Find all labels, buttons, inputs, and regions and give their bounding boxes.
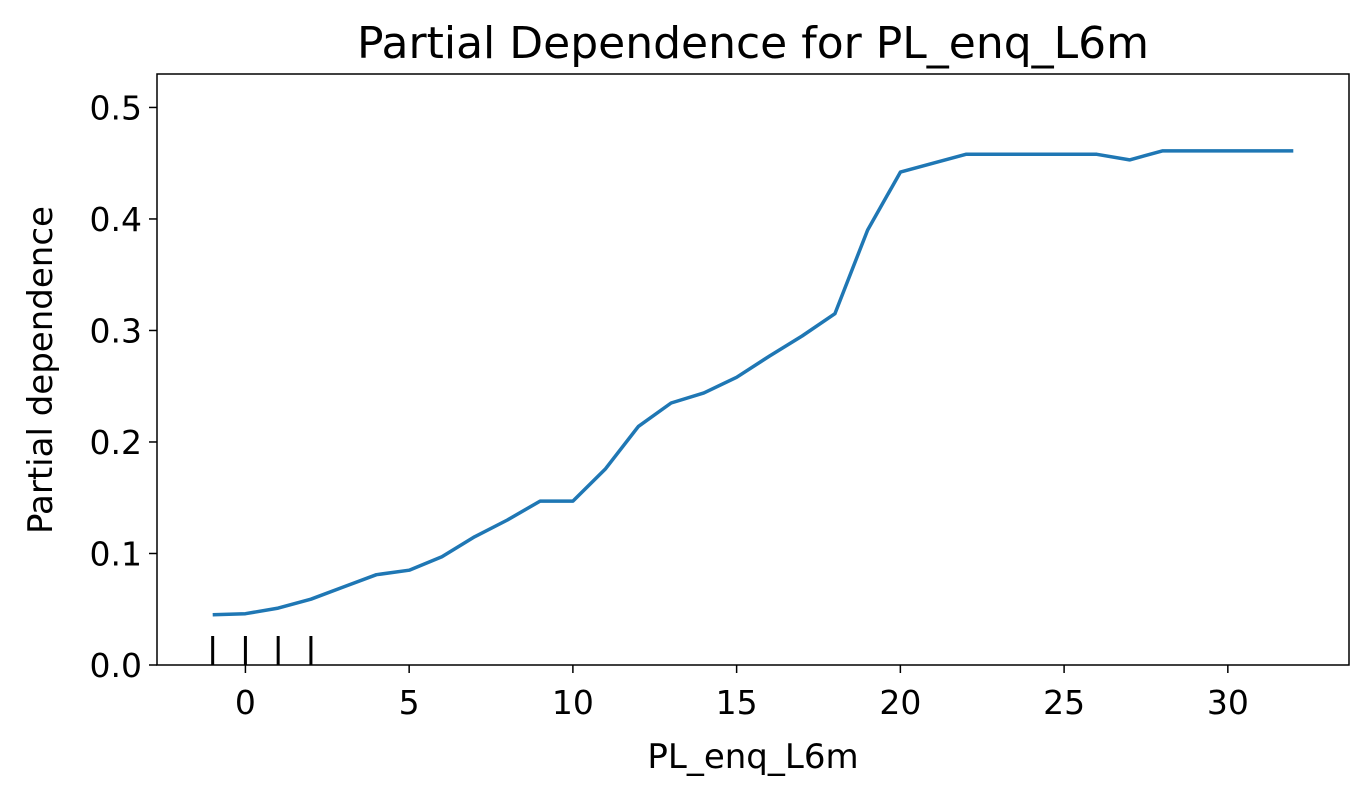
y-tick-label-0: 0.0 (90, 646, 142, 685)
y-tick-label-3: 0.3 (90, 311, 142, 350)
y-axis-label: Partial dependence (21, 206, 61, 534)
y-tick-label-2: 0.2 (90, 423, 142, 462)
x-tick-label-6: 30 (1207, 683, 1249, 722)
plot-area (211, 149, 1294, 665)
chart-title: Partial Dependence for PL_enq_L6m (357, 18, 1149, 69)
y-axis: 0.0 0.1 0.2 0.3 0.4 0.5 (90, 88, 157, 685)
x-tick-label-1: 5 (399, 683, 420, 722)
x-axis-label: PL_enq_L6m (647, 737, 858, 777)
x-axis: 0 5 10 15 20 25 30 (235, 665, 1249, 722)
y-tick-label-5: 0.5 (90, 88, 142, 127)
x-tick-label-4: 20 (879, 683, 921, 722)
x-tick-label-3: 15 (716, 683, 758, 722)
series-line-0 (212, 149, 1294, 617)
plot-frame (156, 73, 1350, 666)
x-tick-label-5: 25 (1043, 683, 1085, 722)
y-tick-label-4: 0.4 (90, 200, 142, 239)
x-tick-label-0: 0 (235, 683, 256, 722)
x-tick-label-2: 10 (552, 683, 594, 722)
y-tick-label-1: 0.1 (90, 534, 142, 573)
